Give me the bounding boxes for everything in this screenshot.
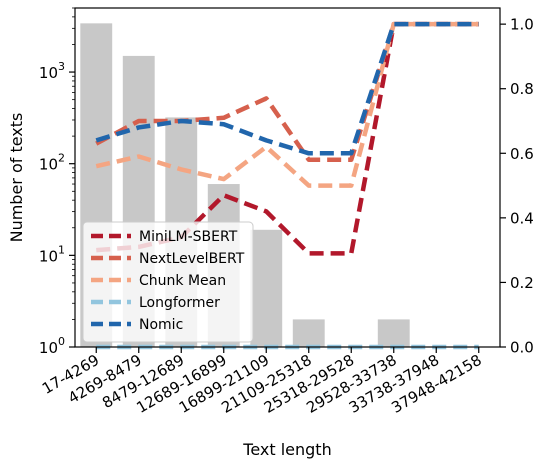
left-tick-label-3: 103: [39, 60, 65, 82]
bars-layer: [80, 23, 410, 348]
left-tick-base-2: 10: [39, 156, 58, 174]
series-line-4: [95, 21, 479, 156]
left-tick-label-1: 101: [39, 243, 65, 265]
legend-label-3: Longformer: [139, 295, 220, 311]
legend: MiniLM-SBERT NextLevelBERT Chunk Mean Longf…: [82, 221, 254, 343]
left-tick-label-2: 102: [39, 152, 65, 174]
left-tick-exp-3: 3: [58, 60, 65, 73]
left-tick-base-3: 10: [39, 64, 58, 82]
right-tick-label-2: 0.4: [510, 209, 534, 227]
right-tick-label-1: 0.2: [510, 274, 534, 292]
legend-label-1: NextLevelBERT: [139, 251, 245, 267]
legend-box: [82, 221, 254, 343]
left-tick-exp-0: 0: [58, 335, 65, 348]
x-axis-title: Text length: [242, 440, 331, 459]
left-tick-base-1: 10: [39, 247, 58, 265]
series-line-1: [95, 21, 479, 162]
series-line-2: [95, 21, 479, 188]
bar-7: [377, 319, 410, 347]
left-tick-exp-1: 1: [58, 243, 65, 256]
right-tick-label-3: 0.6: [510, 145, 534, 163]
plot-frame: [74, 7, 501, 348]
left-tick-exp-2: 2: [58, 152, 65, 165]
bar-4: [250, 229, 283, 347]
right-tick-label-0: 0.0: [510, 339, 534, 357]
legend-label-0: MiniLM-SBERT: [139, 229, 238, 245]
legend-label-2: Chunk Mean: [139, 273, 226, 289]
right-tick-label-5: 1.0: [510, 16, 534, 34]
legend-label-4: Nomic: [139, 317, 183, 333]
right-y-axis: 0.0 0.2 0.4 0.6 0.8 1.0: [500, 16, 534, 357]
left-tick-label-0: 100: [39, 335, 65, 357]
left-tick-base-0: 10: [39, 339, 58, 357]
bar-5: [292, 319, 325, 347]
right-tick-label-4: 0.8: [510, 80, 534, 98]
x-axis: 17-42694269-84798479-1268912689-16899168…: [39, 347, 485, 417]
y-axis-title-left: Number of texts: [7, 113, 26, 243]
